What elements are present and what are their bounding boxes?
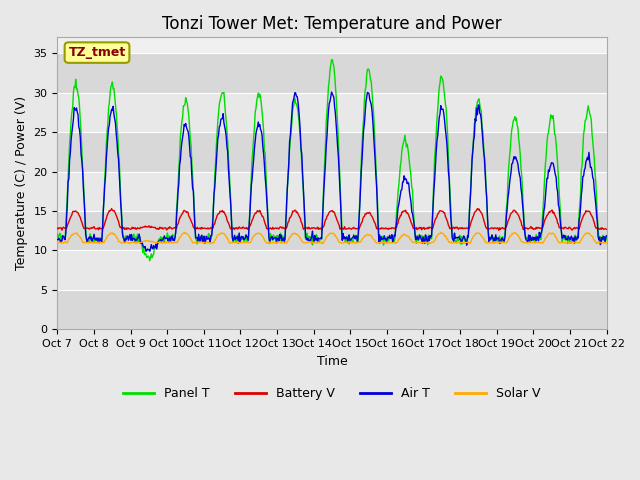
Panel T: [120, 236, 128, 242]
Panel T: [603, 237, 611, 243]
Y-axis label: Temperature (C) / Power (V): Temperature (C) / Power (V): [15, 96, 28, 270]
Solar V: [176, 235, 184, 241]
Panel T: [205, 232, 213, 238]
Air T: [120, 236, 128, 241]
Air T: [205, 236, 213, 242]
Solar V: [63, 240, 71, 246]
Text: TZ_tmet: TZ_tmet: [68, 46, 125, 59]
X-axis label: Time: Time: [317, 355, 348, 368]
Air T: [400, 173, 408, 179]
Line: Air T: Air T: [58, 92, 607, 251]
Solar V: [399, 231, 407, 237]
Line: Panel T: Panel T: [58, 60, 607, 261]
Solar V: [603, 240, 611, 245]
Air T: [63, 201, 71, 207]
Air T: [328, 89, 335, 95]
Solar V: [120, 240, 128, 245]
Battery V: [603, 227, 611, 232]
Panel T: [177, 134, 184, 140]
Battery V: [176, 216, 184, 221]
Panel T: [54, 231, 61, 237]
Bar: [58, 132, 607, 171]
Air T: [603, 233, 611, 239]
Bar: [58, 93, 607, 132]
Panel T: [416, 233, 424, 239]
Battery V: [205, 226, 212, 231]
Title: Tonzi Tower Met: Temperature and Power: Tonzi Tower Met: Temperature and Power: [162, 15, 502, 33]
Solar V: [205, 240, 212, 245]
Bar: [58, 211, 607, 251]
Panel T: [328, 57, 336, 62]
Battery V: [120, 225, 128, 230]
Air T: [142, 248, 150, 254]
Solar V: [511, 229, 518, 235]
Air T: [54, 237, 61, 242]
Battery V: [495, 228, 502, 233]
Solar V: [206, 241, 214, 247]
Legend: Panel T, Battery V, Air T, Solar V: Panel T, Battery V, Air T, Solar V: [118, 382, 546, 405]
Panel T: [146, 258, 154, 264]
Bar: [58, 290, 607, 329]
Solar V: [54, 240, 61, 246]
Battery V: [63, 223, 71, 228]
Battery V: [474, 206, 481, 212]
Air T: [177, 157, 184, 163]
Bar: [58, 171, 607, 211]
Line: Solar V: Solar V: [58, 232, 607, 244]
Battery V: [399, 209, 406, 215]
Battery V: [415, 226, 422, 231]
Line: Battery V: Battery V: [58, 209, 607, 230]
Solar V: [415, 240, 423, 245]
Air T: [416, 233, 424, 239]
Panel T: [63, 192, 71, 198]
Panel T: [400, 137, 408, 143]
Bar: [58, 251, 607, 290]
Bar: [58, 53, 607, 93]
Battery V: [54, 226, 61, 231]
